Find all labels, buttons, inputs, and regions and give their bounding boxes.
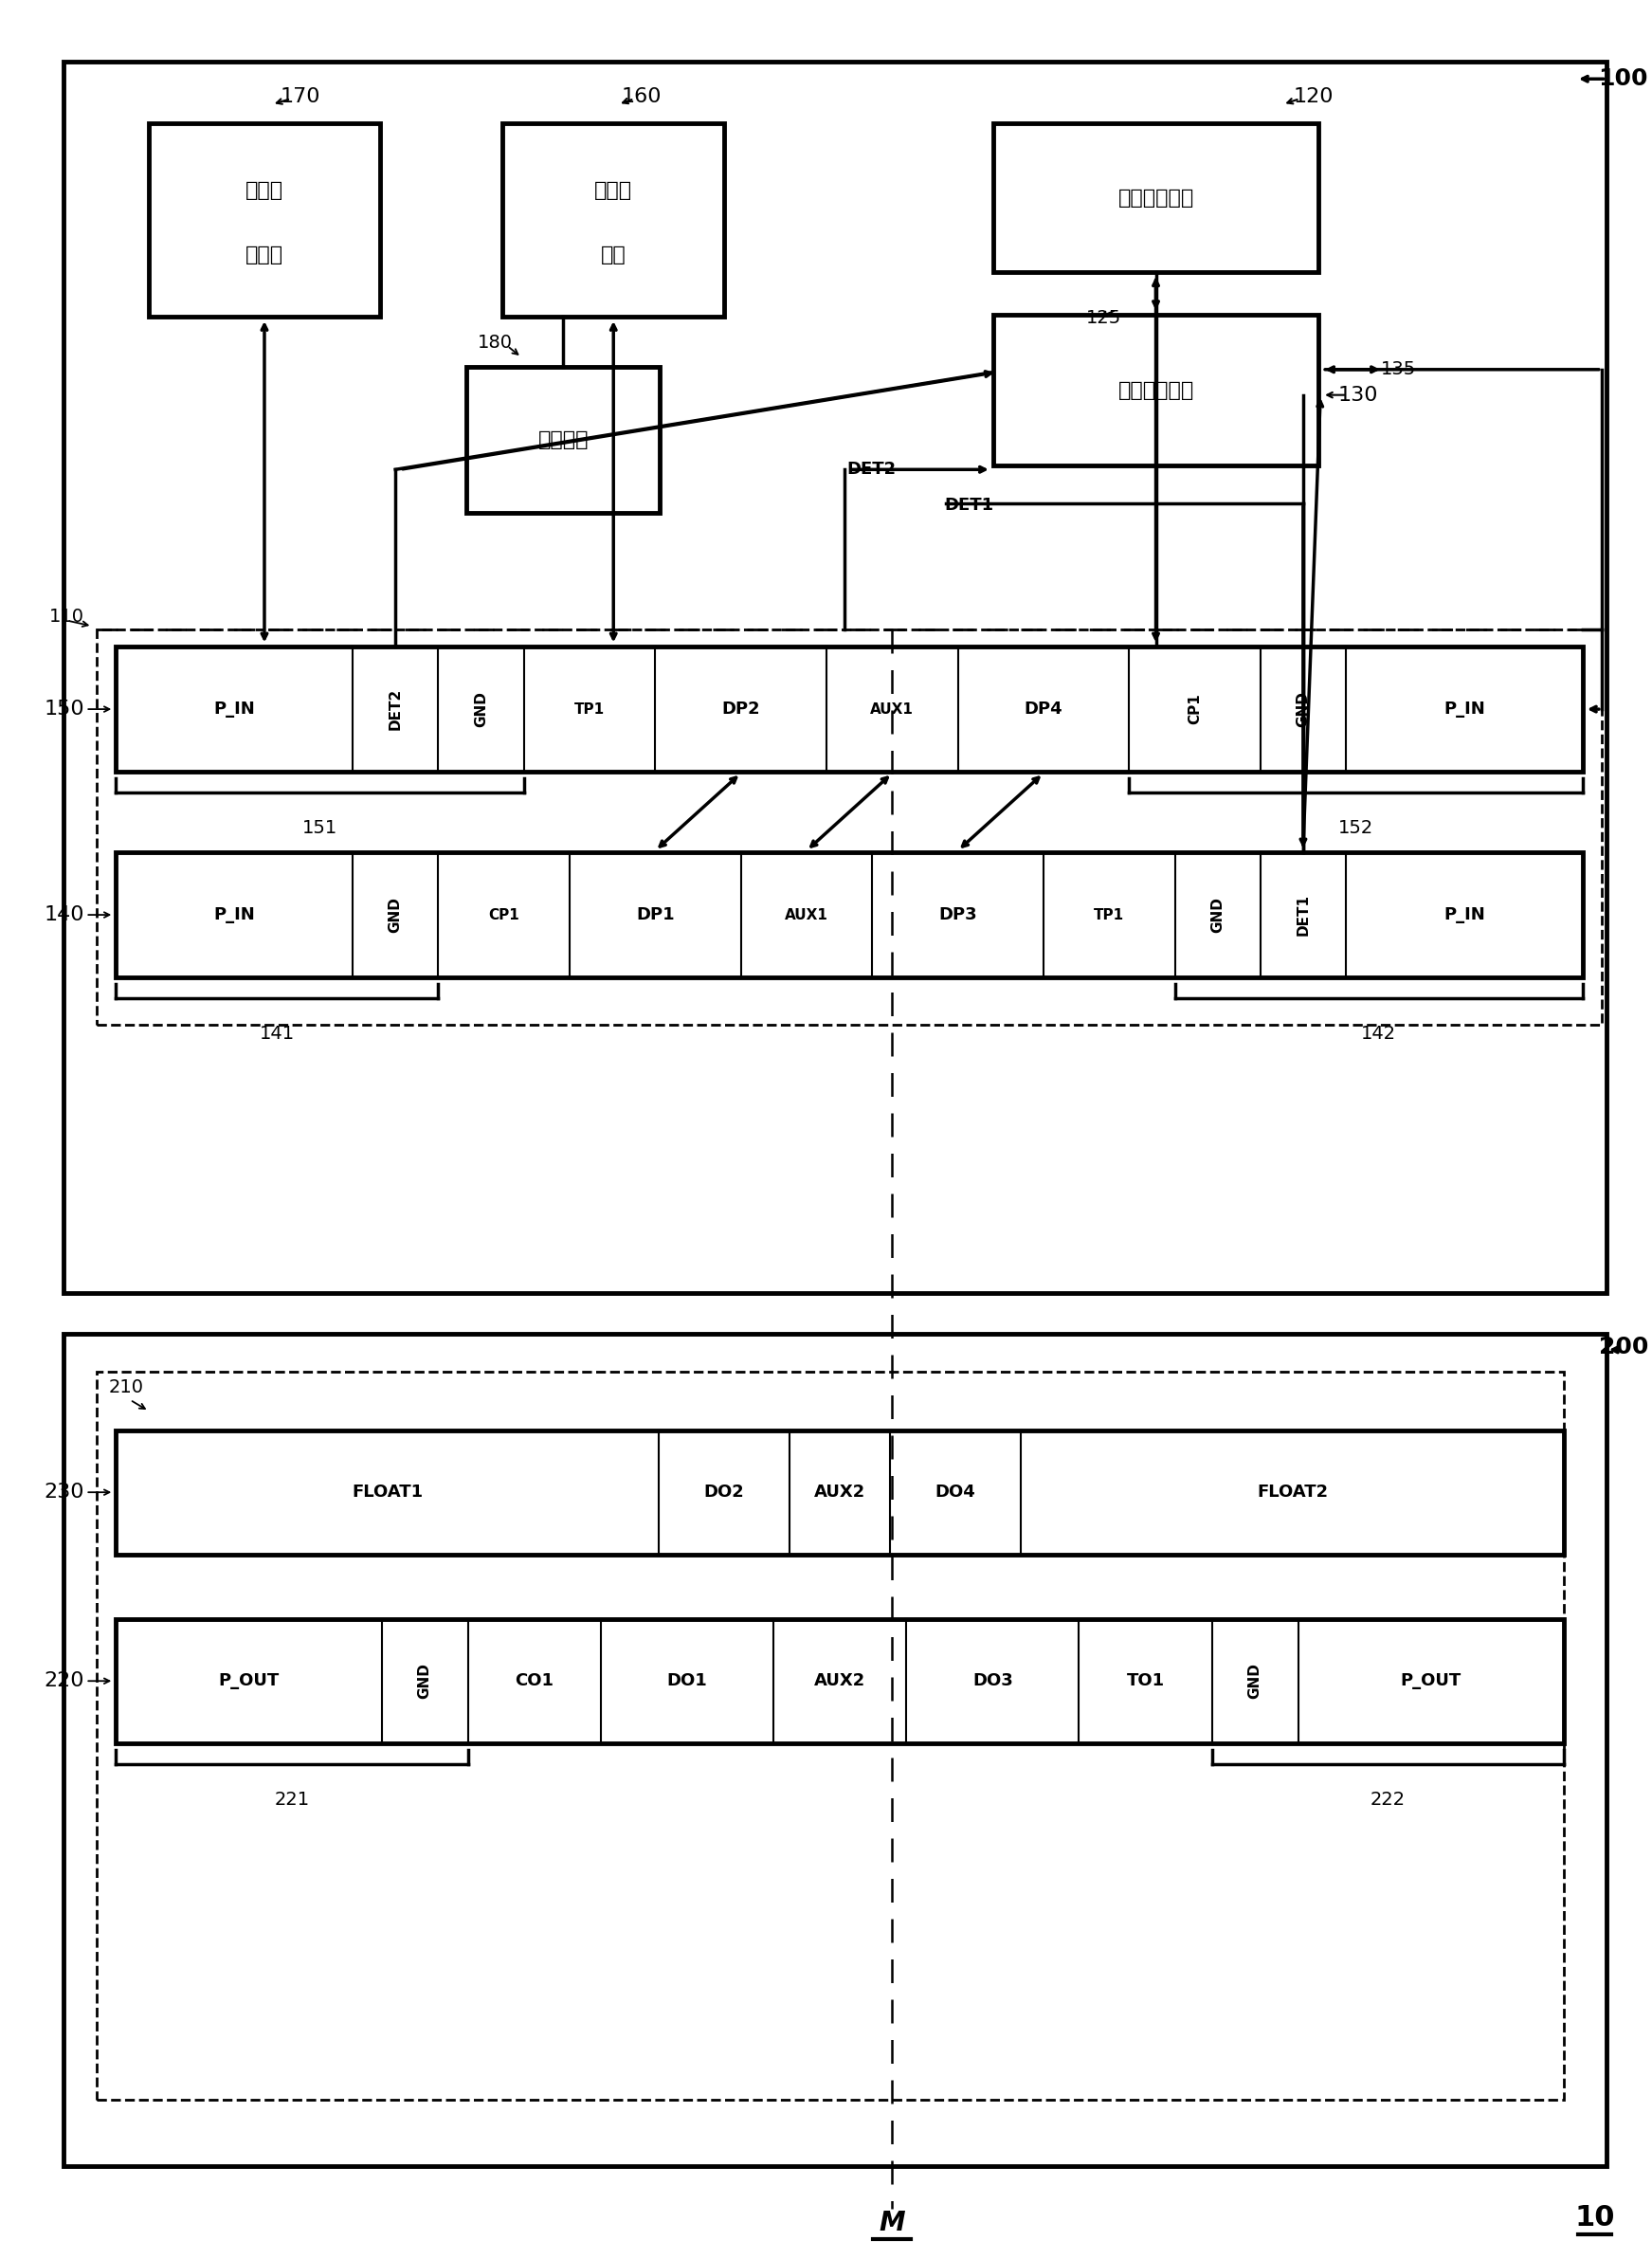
Text: FLOAT2: FLOAT2 bbox=[1257, 1484, 1328, 1500]
Text: 160: 160 bbox=[621, 88, 662, 106]
Text: AUX1: AUX1 bbox=[871, 703, 914, 716]
Text: P_IN: P_IN bbox=[1444, 700, 1485, 718]
Text: 135: 135 bbox=[1381, 361, 1416, 380]
Text: AUX2: AUX2 bbox=[814, 1484, 866, 1500]
Text: 板模块: 板模块 bbox=[246, 246, 284, 264]
Text: DET2: DET2 bbox=[847, 461, 897, 479]
Text: 摄影机: 摄影机 bbox=[595, 181, 633, 201]
Text: 210: 210 bbox=[109, 1378, 144, 1396]
Bar bbox=[116, 1620, 1564, 1744]
Text: DO2: DO2 bbox=[704, 1484, 745, 1500]
Text: GND: GND bbox=[388, 897, 403, 933]
Text: DET1: DET1 bbox=[1297, 895, 1310, 935]
Text: AUX1: AUX1 bbox=[785, 908, 828, 922]
Text: DP1: DP1 bbox=[636, 906, 674, 924]
Text: GND: GND bbox=[1211, 897, 1224, 933]
Text: GND: GND bbox=[418, 1663, 431, 1699]
Bar bbox=[116, 1430, 1564, 1554]
Bar bbox=[64, 1333, 1606, 2166]
Text: P_IN: P_IN bbox=[1444, 906, 1485, 924]
Bar bbox=[149, 124, 380, 316]
Text: DO1: DO1 bbox=[667, 1672, 707, 1690]
Bar bbox=[116, 852, 1583, 978]
Text: M: M bbox=[879, 2209, 905, 2236]
Text: TP1: TP1 bbox=[575, 703, 605, 716]
Text: 200: 200 bbox=[1599, 1335, 1649, 1358]
Bar bbox=[116, 646, 1583, 770]
Bar bbox=[502, 124, 724, 316]
Text: DO4: DO4 bbox=[935, 1484, 976, 1500]
Text: 130: 130 bbox=[1338, 386, 1378, 404]
Text: FLOAT1: FLOAT1 bbox=[352, 1484, 423, 1500]
Text: 150: 150 bbox=[43, 700, 84, 718]
Text: 110: 110 bbox=[50, 608, 84, 626]
Bar bbox=[64, 61, 1606, 1292]
Text: TO1: TO1 bbox=[1127, 1672, 1165, 1690]
Text: GND: GND bbox=[474, 691, 487, 727]
Text: 数据调整单元: 数据调整单元 bbox=[1118, 382, 1194, 400]
Bar bbox=[993, 124, 1318, 273]
Text: 152: 152 bbox=[1338, 820, 1373, 838]
Text: TP1: TP1 bbox=[1094, 908, 1125, 922]
Text: P_IN: P_IN bbox=[213, 906, 254, 924]
Text: DET1: DET1 bbox=[943, 497, 993, 513]
Text: DO3: DO3 bbox=[973, 1672, 1013, 1690]
Text: 222: 222 bbox=[1370, 1791, 1406, 1809]
Text: P_OUT: P_OUT bbox=[1401, 1672, 1462, 1690]
Text: DP3: DP3 bbox=[938, 906, 976, 924]
Text: 140: 140 bbox=[45, 906, 84, 924]
Text: P_OUT: P_OUT bbox=[218, 1672, 279, 1690]
Text: 142: 142 bbox=[1361, 1026, 1396, 1044]
Text: 141: 141 bbox=[259, 1026, 294, 1044]
Bar bbox=[97, 1371, 1564, 2101]
Text: 230: 230 bbox=[45, 1482, 84, 1502]
Text: CP1: CP1 bbox=[489, 908, 519, 922]
Text: DP2: DP2 bbox=[722, 700, 760, 718]
Text: CP1: CP1 bbox=[1188, 694, 1201, 725]
Text: 221: 221 bbox=[274, 1791, 309, 1809]
Text: 170: 170 bbox=[281, 88, 320, 106]
Text: AUX2: AUX2 bbox=[814, 1672, 866, 1690]
Text: 模块: 模块 bbox=[601, 246, 626, 264]
Text: GND: GND bbox=[1297, 691, 1310, 727]
Bar bbox=[97, 630, 1601, 1023]
Text: GND: GND bbox=[1247, 1663, 1262, 1699]
Text: 10: 10 bbox=[1574, 2205, 1616, 2232]
Text: 151: 151 bbox=[302, 820, 337, 838]
Text: CO1: CO1 bbox=[515, 1672, 553, 1690]
Text: 220: 220 bbox=[45, 1672, 84, 1690]
Text: 触控面: 触控面 bbox=[246, 181, 284, 201]
Text: P_IN: P_IN bbox=[213, 700, 254, 718]
Bar bbox=[468, 366, 661, 513]
Text: DET2: DET2 bbox=[388, 689, 403, 730]
Bar bbox=[993, 314, 1318, 465]
Text: 125: 125 bbox=[1087, 309, 1122, 328]
Text: 120: 120 bbox=[1294, 88, 1335, 106]
Text: 100: 100 bbox=[1599, 68, 1649, 90]
Text: 180: 180 bbox=[477, 334, 512, 352]
Text: 发声模块: 发声模块 bbox=[539, 429, 588, 450]
Text: DP4: DP4 bbox=[1024, 700, 1062, 718]
Text: 时序控制单元: 时序控制单元 bbox=[1118, 187, 1194, 208]
